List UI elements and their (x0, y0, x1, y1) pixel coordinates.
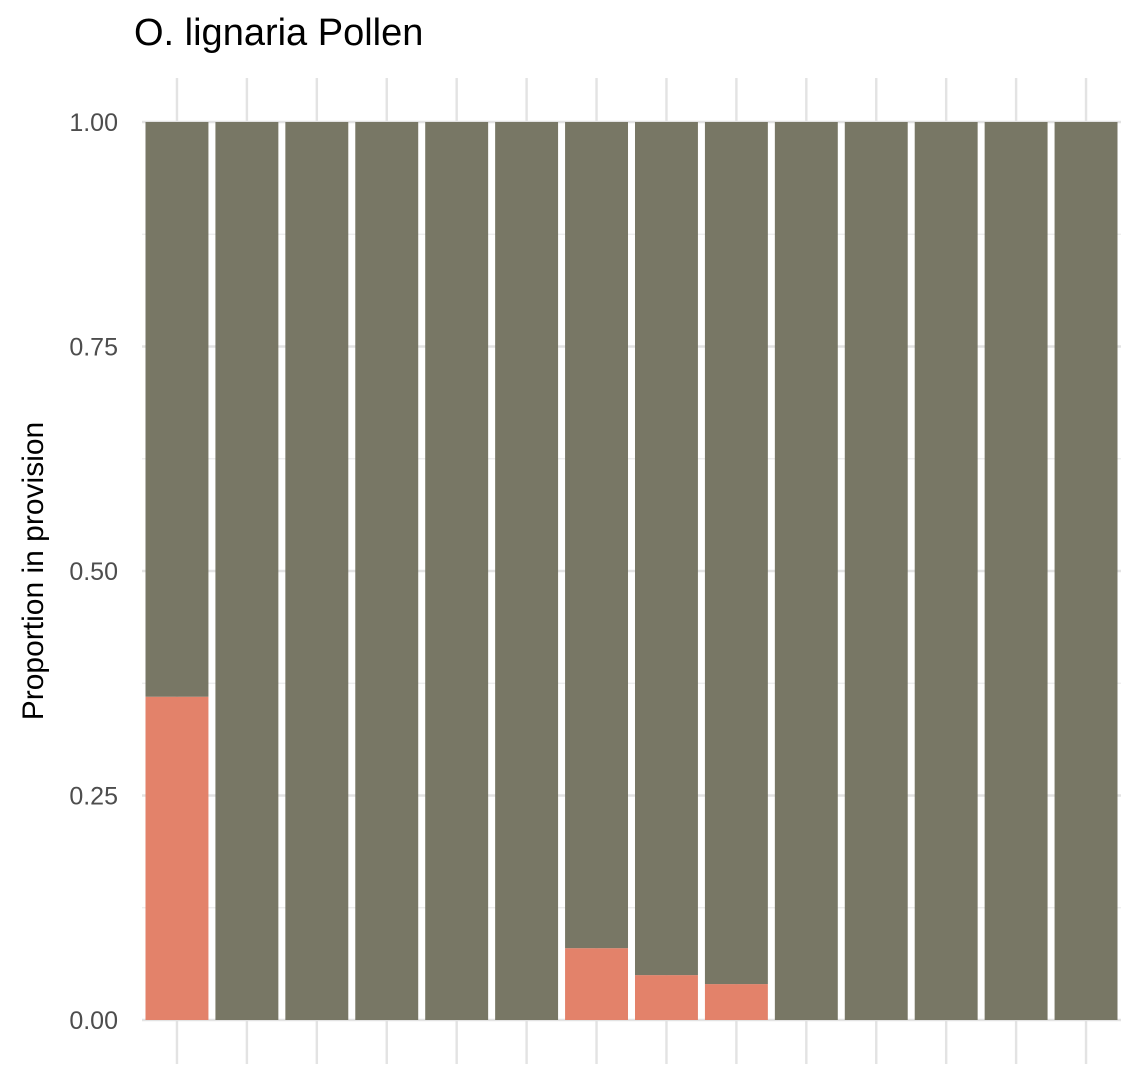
chart-title: O. lignaria Pollen (134, 12, 424, 54)
y-tick-label: 0.00 (69, 1007, 118, 1035)
bar-segment (145, 696, 209, 1020)
bars (145, 122, 1118, 1020)
y-tick-label: 0.25 (69, 783, 118, 811)
y-tick-label: 0.75 (69, 334, 118, 362)
bar-segment (634, 975, 698, 1020)
bar-segment (565, 948, 629, 1020)
y-tick-labels: 0.00 0.25 0.50 0.75 1.00 (69, 109, 118, 1035)
bar-segment (355, 122, 419, 1020)
bar-segment (495, 122, 559, 1020)
y-tick-label: 1.00 (69, 109, 118, 137)
bar-segment (774, 122, 838, 1020)
bar-segment (425, 122, 489, 1020)
bar-segment (565, 122, 629, 949)
bar-segment (285, 122, 349, 1020)
bar-segment (704, 984, 768, 1020)
bar-segment (914, 122, 978, 1020)
bar-segment (145, 122, 209, 697)
y-tick-label: 0.50 (69, 558, 118, 586)
bar-segment (634, 122, 698, 976)
bar-segment (844, 122, 908, 1020)
bar-segment (215, 122, 279, 1020)
bar-segment (984, 122, 1048, 1020)
bar-segment (704, 122, 768, 985)
bar-segment (1054, 122, 1118, 1020)
